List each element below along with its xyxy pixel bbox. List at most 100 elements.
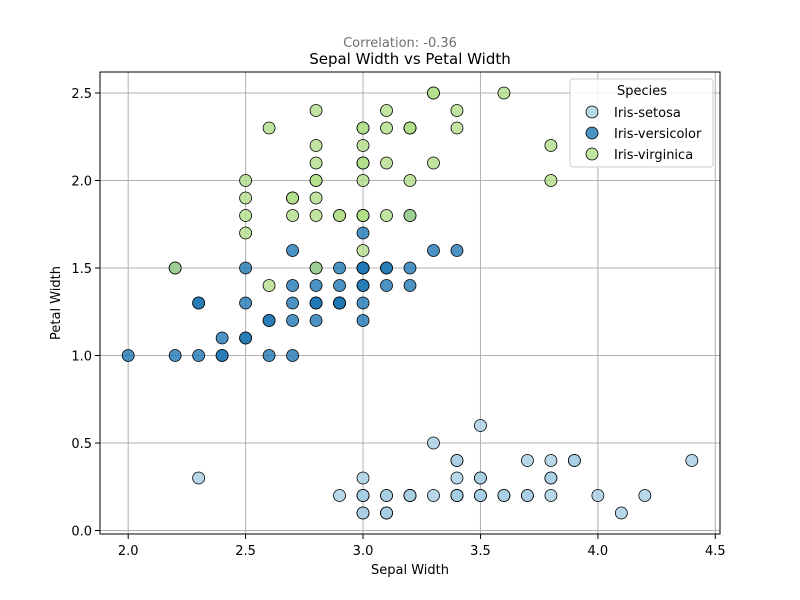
data-point-iris-virginica — [450, 121, 464, 135]
data-point-iris-virginica — [403, 121, 417, 135]
data-point-iris-setosa — [192, 471, 206, 485]
legend-marker — [585, 105, 599, 119]
data-point-iris-virginica — [309, 261, 323, 275]
data-point-iris-setosa — [356, 489, 370, 502]
data-point-iris-versicolor — [356, 296, 370, 310]
data-point-iris-setosa — [521, 489, 534, 502]
data-point-iris-versicolor — [286, 349, 299, 362]
data-point-iris-virginica — [380, 209, 393, 222]
data-point-iris-versicolor — [309, 296, 323, 310]
data-point-iris-setosa — [333, 489, 346, 502]
data-point-iris-virginica — [497, 86, 511, 100]
data-point-iris-setosa — [427, 489, 440, 502]
data-point-iris-setosa — [614, 506, 628, 520]
data-point-iris-versicolor — [403, 279, 417, 292]
data-point-iris-virginica — [286, 191, 299, 205]
data-point-iris-virginica — [403, 174, 417, 187]
data-point-iris-setosa — [567, 454, 581, 467]
data-point-iris-versicolor — [427, 244, 440, 257]
legend-label: Iris-setosa — [614, 106, 681, 121]
data-point-iris-virginica — [356, 244, 370, 257]
chart-subtitle: Correlation: -0.36 — [343, 36, 457, 51]
data-point-iris-setosa — [638, 489, 652, 502]
data-point-iris-setosa — [380, 489, 393, 502]
data-point-iris-versicolor — [286, 279, 299, 292]
data-point-iris-versicolor — [215, 349, 229, 362]
chart-title: Sepal Width vs Petal Width — [309, 50, 511, 68]
plot-frame — [99, 71, 721, 535]
data-point-iris-setosa — [450, 454, 464, 467]
data-point-iris-virginica — [239, 226, 253, 240]
data-point-iris-virginica — [544, 139, 558, 152]
data-point-iris-versicolor — [286, 296, 299, 310]
data-point-iris-virginica — [309, 104, 323, 117]
data-point-iris-virginica — [262, 121, 276, 135]
data-point-iris-setosa — [521, 454, 534, 467]
y-tick-label: 0.0 — [71, 525, 92, 540]
data-point-iris-setosa — [474, 471, 487, 485]
data-point-iris-setosa — [450, 471, 464, 485]
data-point-iris-setosa — [356, 471, 370, 485]
data-point-iris-virginica — [168, 261, 182, 275]
data-point-iris-setosa — [403, 489, 417, 502]
data-point-iris-versicolor — [239, 261, 253, 275]
data-point-iris-versicolor — [286, 244, 299, 257]
legend-label: Iris-virginica — [614, 148, 693, 163]
data-point-iris-versicolor — [356, 226, 370, 240]
data-point-iris-virginica — [333, 209, 346, 222]
data-point-iris-setosa — [450, 489, 464, 502]
data-point-iris-virginica — [427, 156, 440, 170]
data-point-iris-versicolor — [239, 296, 253, 310]
data-point-iris-virginica — [356, 209, 370, 222]
data-point-iris-versicolor — [356, 279, 370, 292]
data-point-iris-versicolor — [309, 279, 323, 292]
data-point-iris-versicolor — [380, 279, 393, 292]
axis-ticks: 2.0 2.5 3.0 3.5 4.0 4.5 0.0 0.5 1.0 1.5 2.0 2.5 — [71, 87, 725, 559]
x-axis-label: Sepal Width — [371, 563, 449, 578]
data-point-iris-virginica — [239, 209, 253, 222]
data-point-iris-setosa — [380, 506, 393, 520]
data-point-iris-virginica — [356, 139, 370, 152]
data-point-iris-versicolor — [356, 314, 370, 327]
data-point-iris-virginica — [544, 174, 558, 187]
data-point-iris-virginica — [403, 209, 417, 222]
y-tick-label: 1.5 — [71, 262, 92, 277]
legend-marker — [585, 126, 599, 140]
y-axis-label: Petal Width — [49, 266, 64, 340]
data-point-iris-virginica — [239, 191, 253, 205]
legend-title: Species — [617, 84, 667, 99]
data-point-iris-virginica — [309, 156, 323, 170]
x-tick-label: 2.0 — [118, 544, 139, 559]
data-point-iris-setosa — [591, 489, 605, 502]
data-point-iris-virginica — [380, 121, 393, 135]
data-point-iris-setosa — [474, 489, 487, 502]
data-point-iris-virginica — [309, 209, 323, 222]
data-point-iris-virginica — [309, 174, 323, 187]
data-point-iris-versicolor — [121, 349, 135, 362]
data-point-iris-versicolor — [192, 349, 206, 362]
data-point-iris-versicolor — [286, 314, 299, 327]
x-tick-label: 2.5 — [235, 544, 256, 559]
data-point-iris-virginica — [239, 174, 253, 187]
data-point-iris-setosa — [544, 454, 558, 467]
data-point-iris-setosa — [427, 436, 440, 450]
data-point-iris-versicolor — [239, 331, 253, 345]
data-point-iris-setosa — [474, 419, 487, 432]
data-point-iris-versicolor — [356, 261, 370, 275]
data-point-iris-setosa — [544, 471, 558, 485]
data-point-iris-versicolor — [262, 349, 276, 362]
data-points — [121, 86, 699, 520]
data-point-iris-versicolor — [168, 349, 182, 362]
data-point-iris-setosa — [497, 489, 511, 502]
data-point-iris-setosa — [544, 489, 558, 502]
y-tick-label: 1.0 — [71, 350, 92, 365]
x-tick-label: 3.0 — [353, 544, 374, 559]
data-point-iris-versicolor — [450, 244, 464, 257]
legend-marker — [585, 147, 599, 161]
data-point-iris-versicolor — [403, 261, 417, 275]
y-tick-label: 0.5 — [71, 437, 92, 452]
data-point-iris-virginica — [286, 209, 299, 222]
data-point-iris-virginica — [262, 279, 276, 292]
legend-box — [569, 78, 714, 168]
